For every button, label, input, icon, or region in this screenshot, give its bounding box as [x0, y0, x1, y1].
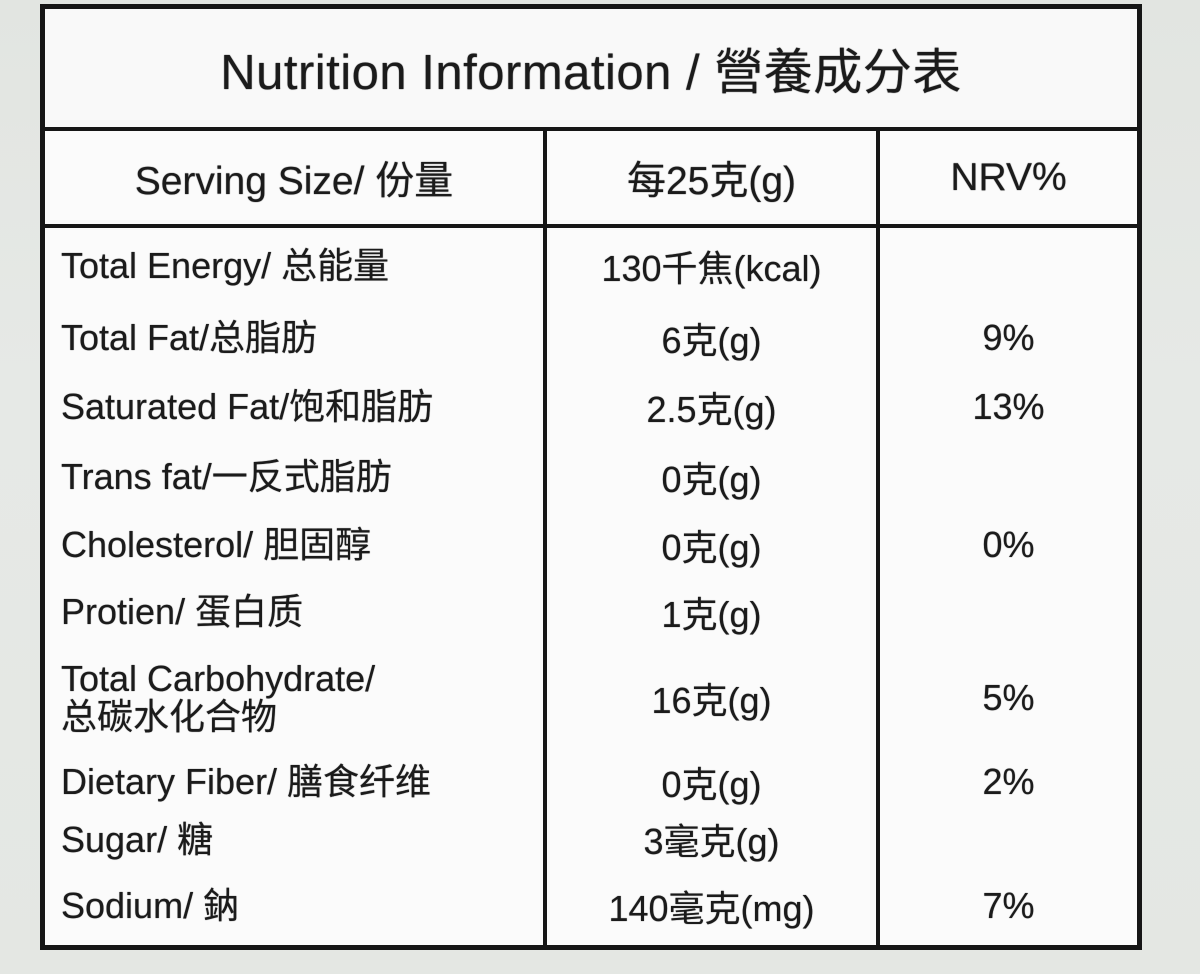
nutrient-nrv: [880, 442, 1137, 511]
nutrient-amount: 16克(g): [543, 645, 880, 751]
nutrient-label: Sodium/ 鈉: [61, 885, 240, 927]
header-amount-per-serving: 每25克(g): [543, 131, 880, 224]
nutrient-amount: 0克(g): [543, 442, 880, 511]
nutrient-amount: 130千焦(kcal): [543, 228, 880, 303]
table-row-sodium: Sodium/ 鈉 140毫克(mg) 7%: [45, 867, 1137, 945]
nutrient-label: Sugar/ 糖: [61, 818, 214, 860]
table-row-saturated-fat: Saturated Fat/饱和脂肪 2.5克(g) 13%: [45, 372, 1137, 442]
nutrient-amount: 140毫克(mg): [543, 867, 880, 945]
table-row-cholesterol: Cholesterol/ 胆固醇 0克(g) 0%: [45, 511, 1137, 578]
nutrient-label: Dietary Fiber/ 膳食纤维: [61, 760, 432, 802]
nutrient-label: Total Energy/ 总能量: [61, 244, 390, 286]
nutrition-table: Nutrition Information / 營養成分表 Serving Si…: [40, 4, 1142, 950]
table-row-dietary-fiber: Dietary Fiber/ 膳食纤维 0克(g) 2%: [45, 751, 1137, 812]
nutrient-nrv: 13%: [972, 386, 1045, 427]
nutrient-label: Total Fat/总脂肪: [61, 316, 318, 358]
table-title-row: Nutrition Information / 營養成分表: [45, 9, 1137, 131]
table-row-sugar: Sugar/ 糖 3毫克(g): [45, 812, 1137, 867]
nutrient-nrv: 7%: [982, 885, 1035, 926]
table-row-total-energy: Total Energy/ 总能量 130千焦(kcal): [45, 228, 1137, 303]
table-row-total-carbohydrate: Total Carbohydrate/总碳水化合物 16克(g) 5%: [45, 645, 1137, 751]
nutrient-amount: 0克(g): [543, 511, 880, 578]
nutrient-nrv: [880, 578, 1137, 645]
nutrient-amount: 1克(g): [543, 578, 880, 645]
nutrient-amount: 6克(g): [543, 303, 880, 372]
nutrient-amount: 0克(g): [543, 751, 880, 812]
nutrient-label: Cholesterol/ 胆固醇: [61, 523, 372, 565]
nutrient-nrv: 2%: [982, 760, 1035, 802]
nutrient-nrv: [880, 812, 1137, 867]
nutrient-nrv: 9%: [982, 316, 1035, 358]
header-serving-size: Serving Size/ 份量: [134, 159, 454, 203]
nutrient-nrv: [880, 228, 1137, 303]
nutrient-label: Protien/ 蛋白质: [61, 590, 304, 632]
nutrient-amount: 3毫克(g): [543, 812, 880, 867]
table-row-total-fat: Total Fat/总脂肪 6克(g) 9%: [45, 303, 1137, 372]
header-nrv: NRV%: [950, 155, 1067, 199]
nutrient-nrv: 0%: [982, 523, 1035, 565]
nutrient-label: Trans fat/一反式脂肪: [61, 455, 392, 497]
nutrient-nrv: 5%: [982, 677, 1035, 718]
table-row-trans-fat: Trans fat/一反式脂肪 0克(g): [45, 442, 1137, 511]
nutrient-amount: 2.5克(g): [543, 372, 880, 442]
table-title: Nutrition Information / 營養成分表: [220, 45, 962, 100]
table-body: Total Energy/ 总能量 130千焦(kcal) Total Fat/…: [45, 228, 1137, 945]
nutrient-label: Saturated Fat/饱和脂肪: [61, 386, 434, 428]
nutrient-label: Total Carbohydrate/总碳水化合物: [61, 658, 376, 737]
table-row-protein: Protien/ 蛋白质 1克(g): [45, 578, 1137, 645]
header-row: Serving Size/ 份量 每25克(g) NRV%: [45, 131, 1137, 228]
